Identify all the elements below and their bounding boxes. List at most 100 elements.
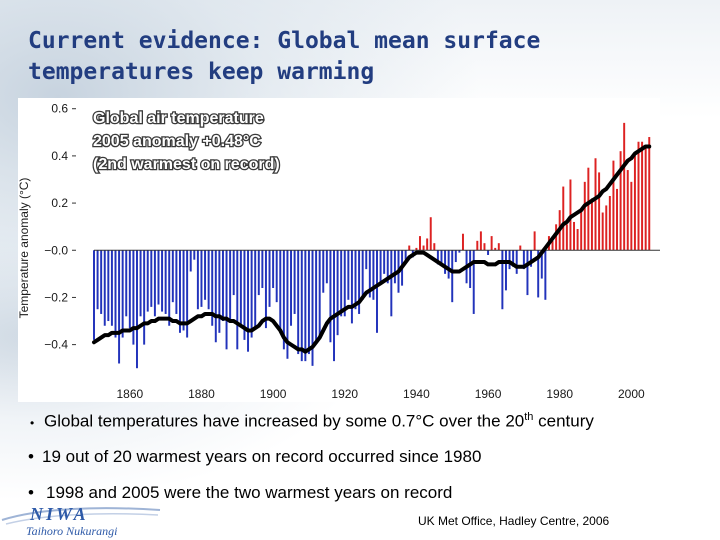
x-tick-label: 1860 — [116, 387, 143, 401]
bar-1975 — [540, 250, 543, 279]
bar-1996 — [616, 188, 618, 251]
bar-1868 — [157, 250, 160, 305]
bar-1938 — [408, 245, 411, 251]
bar-1999 — [626, 170, 629, 251]
x-tick-label: 1880 — [188, 387, 215, 401]
bar-1912 — [315, 250, 318, 340]
bar-1850 — [93, 250, 95, 340]
bar-1861 — [132, 250, 135, 345]
bar-1887 — [225, 250, 228, 350]
x-tick-label: 1940 — [403, 387, 430, 401]
temperature-chart: Global air temperature 2005 anomaly +0.4… — [18, 98, 660, 402]
bar-1921 — [347, 250, 350, 300]
bar-1989 — [590, 198, 593, 251]
bar-1978 — [551, 240, 554, 251]
bar-1926 — [365, 250, 368, 270]
bar-1860 — [128, 250, 131, 329]
logo-subtitle: Taihoro Nukurangi — [26, 524, 118, 538]
bar-1953 — [461, 233, 464, 251]
bar-1961 — [490, 236, 493, 251]
bar-1920 — [343, 250, 346, 317]
bar-1964 — [501, 250, 504, 310]
bar-1876 — [186, 250, 189, 338]
bar-1874 — [178, 250, 181, 333]
bar-1910 — [307, 250, 310, 355]
bar-1918 — [336, 250, 339, 336]
bar-1857 — [118, 250, 121, 364]
bar-1898 — [264, 250, 267, 329]
niwa-logo: NIWA Taihoro Nukurangi — [0, 498, 165, 540]
bar-1913 — [318, 250, 321, 336]
bar-1965 — [504, 250, 507, 291]
bar-1917 — [333, 250, 335, 362]
bar-1923 — [354, 250, 357, 310]
x-tick-label: 1960 — [475, 387, 502, 401]
bar-1881 — [204, 250, 207, 300]
bar-1944 — [429, 217, 432, 251]
y-tick-label: −0.0 — [44, 243, 68, 257]
bar-1851 — [96, 250, 99, 310]
bullet-dot: • — [28, 447, 34, 466]
bar-1855 — [110, 250, 113, 326]
bar-1987 — [583, 181, 586, 251]
bar-1924 — [358, 250, 361, 314]
y-tick-label: 0.2 — [51, 196, 68, 210]
bar-1967 — [512, 250, 515, 267]
bar-1971 — [526, 250, 529, 296]
bar-2004 — [644, 146, 647, 251]
bar-1966 — [508, 250, 511, 270]
bar-1928 — [372, 250, 375, 300]
bar-1903 — [282, 250, 285, 350]
bar-1883 — [211, 250, 214, 326]
bar-1959 — [483, 243, 486, 251]
bar-1902 — [279, 250, 282, 333]
bar-1864 — [143, 250, 146, 345]
bar-1990 — [594, 158, 597, 251]
annotation-rank: (2nd warmest on record) — [93, 156, 280, 173]
bar-2000 — [630, 181, 633, 251]
bar-1942 — [422, 245, 425, 251]
plot-area — [94, 104, 660, 380]
bar-1877 — [189, 250, 192, 272]
bar-1958 — [479, 231, 482, 251]
bar-1972 — [530, 250, 533, 267]
bar-1884 — [214, 250, 217, 343]
bar-1960 — [487, 250, 490, 255]
bar-1909 — [304, 250, 307, 362]
bar-1872 — [171, 250, 174, 303]
bar-1976 — [544, 250, 547, 300]
bar-1997 — [619, 151, 622, 251]
bar-1870 — [164, 250, 167, 314]
bar-1937 — [404, 250, 407, 260]
bar-1885 — [218, 250, 221, 333]
bar-1941 — [419, 236, 421, 251]
bar-1922 — [350, 250, 353, 324]
source-credit: UK Met Office, Hadley Centre, 2006 — [418, 514, 610, 528]
bar-1934 — [393, 250, 396, 284]
bar-1993 — [605, 205, 608, 251]
bar-1994 — [608, 196, 611, 251]
bullet-text: 1998 and 2005 were the two warmest years… — [46, 483, 453, 502]
bar-1896 — [257, 250, 260, 296]
bar-1907 — [297, 250, 300, 355]
bar-1856 — [114, 250, 117, 338]
x-tick-label: 1920 — [331, 387, 358, 401]
bar-1927 — [368, 250, 371, 298]
bar-1854 — [107, 250, 110, 322]
bullet-dot: • — [30, 415, 35, 430]
bar-1878 — [193, 250, 196, 260]
bar-1925 — [361, 250, 364, 300]
bar-1916 — [329, 250, 332, 343]
bar-1866 — [150, 250, 153, 307]
bar-1914 — [322, 250, 325, 293]
bar-1859 — [125, 250, 128, 317]
y-tick-label: 0.6 — [51, 102, 68, 116]
bar-1970 — [522, 250, 525, 270]
annotation-anomaly: 2005 anomaly +0.48°C — [93, 133, 261, 150]
annotation-title: Global air temperature — [93, 110, 264, 127]
bar-1888 — [229, 250, 232, 322]
bar-1890 — [236, 250, 239, 350]
bullet-item-1: • Global temperatures have increased by s… — [30, 411, 594, 432]
slide-title-line-2: temperatures keep warming — [28, 59, 375, 85]
bar-1858 — [121, 250, 124, 338]
